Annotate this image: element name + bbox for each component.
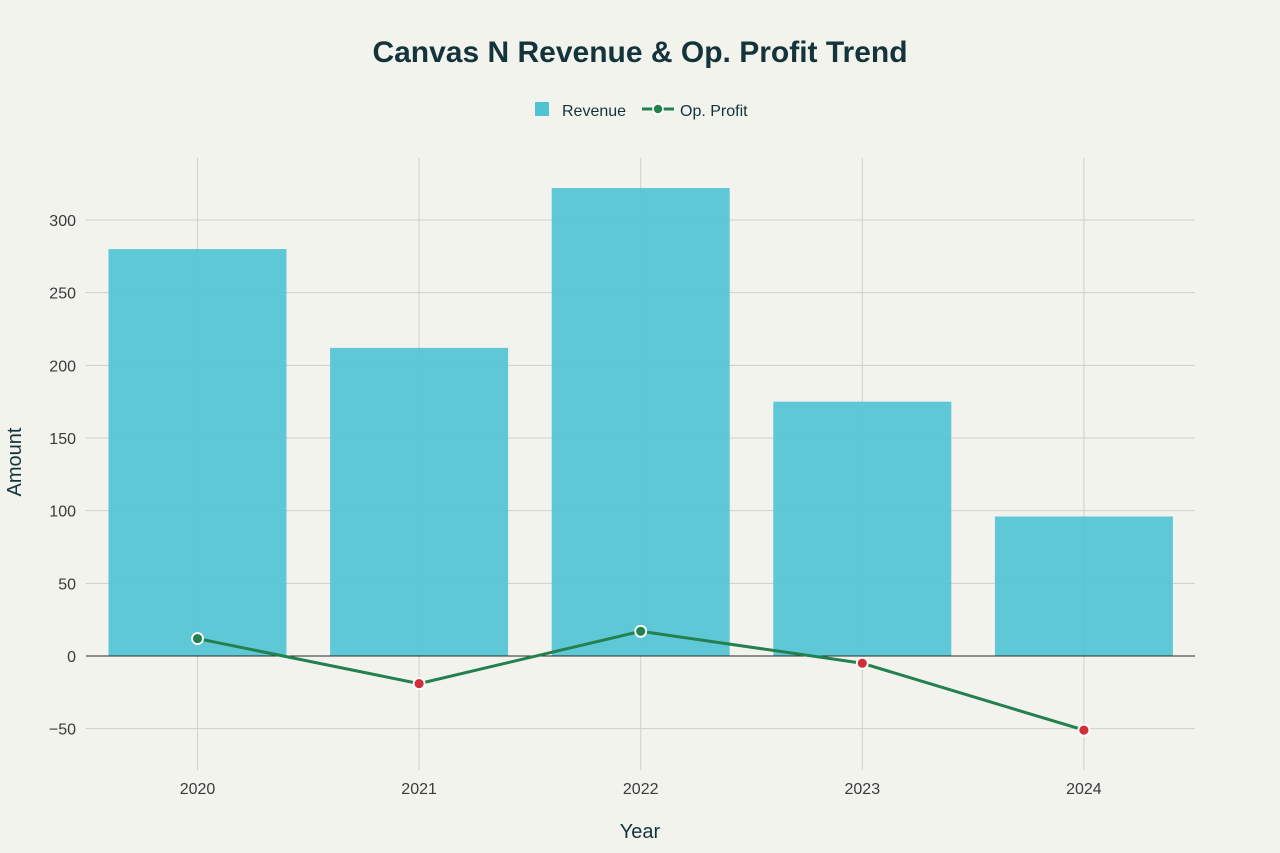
- revenue-bar-2022[interactable]: [551, 188, 730, 656]
- profit-point-2020[interactable]: [191, 632, 204, 645]
- legend-marker-profit: [652, 103, 664, 115]
- legend: Revenue Op. Profit: [535, 102, 748, 120]
- y-tick-label: 50: [58, 576, 76, 593]
- profit-point-2024[interactable]: [1077, 723, 1091, 737]
- revenue-bar-2024[interactable]: [994, 516, 1173, 656]
- profit-point-2023[interactable]: [855, 656, 869, 670]
- legend-label-profit: Op. Profit: [680, 103, 748, 120]
- x-axis-ticks: 2020 2021 2022 2023 2024: [180, 781, 1102, 798]
- chart-title: Canvas N Revenue & Op. Profit Trend: [372, 36, 907, 69]
- y-tick-label: −50: [49, 722, 76, 739]
- revenue-bars: [108, 188, 1173, 657]
- y-tick-label: 250: [49, 286, 76, 303]
- y-tick-label: 0: [67, 649, 76, 666]
- profit-point-2021[interactable]: [412, 677, 426, 691]
- revenue-bar-2023[interactable]: [773, 401, 952, 656]
- y-axis-title: Amount: [4, 427, 26, 496]
- x-tick-label: 2023: [845, 781, 881, 798]
- y-tick-label: 200: [49, 358, 76, 375]
- profit-line-group: [191, 624, 1091, 737]
- legend-swatch-revenue: [535, 102, 549, 116]
- revenue-bar-2021[interactable]: [330, 347, 509, 656]
- x-tick-label: 2022: [623, 781, 659, 798]
- y-tick-label: 100: [49, 504, 76, 521]
- y-tick-label: 300: [49, 213, 76, 230]
- revenue-bar-2020[interactable]: [108, 249, 287, 657]
- profit-point-2022[interactable]: [634, 624, 648, 638]
- x-tick-label: 2024: [1066, 781, 1102, 798]
- x-tick-label: 2021: [401, 781, 437, 798]
- x-axis-title: Year: [620, 821, 661, 843]
- y-tick-label: 150: [49, 431, 76, 448]
- x-tick-label: 2020: [180, 781, 216, 798]
- legend-label-revenue: Revenue: [562, 103, 626, 120]
- y-axis-ticks: −50 0 50 100 150 200 250 300: [49, 213, 76, 739]
